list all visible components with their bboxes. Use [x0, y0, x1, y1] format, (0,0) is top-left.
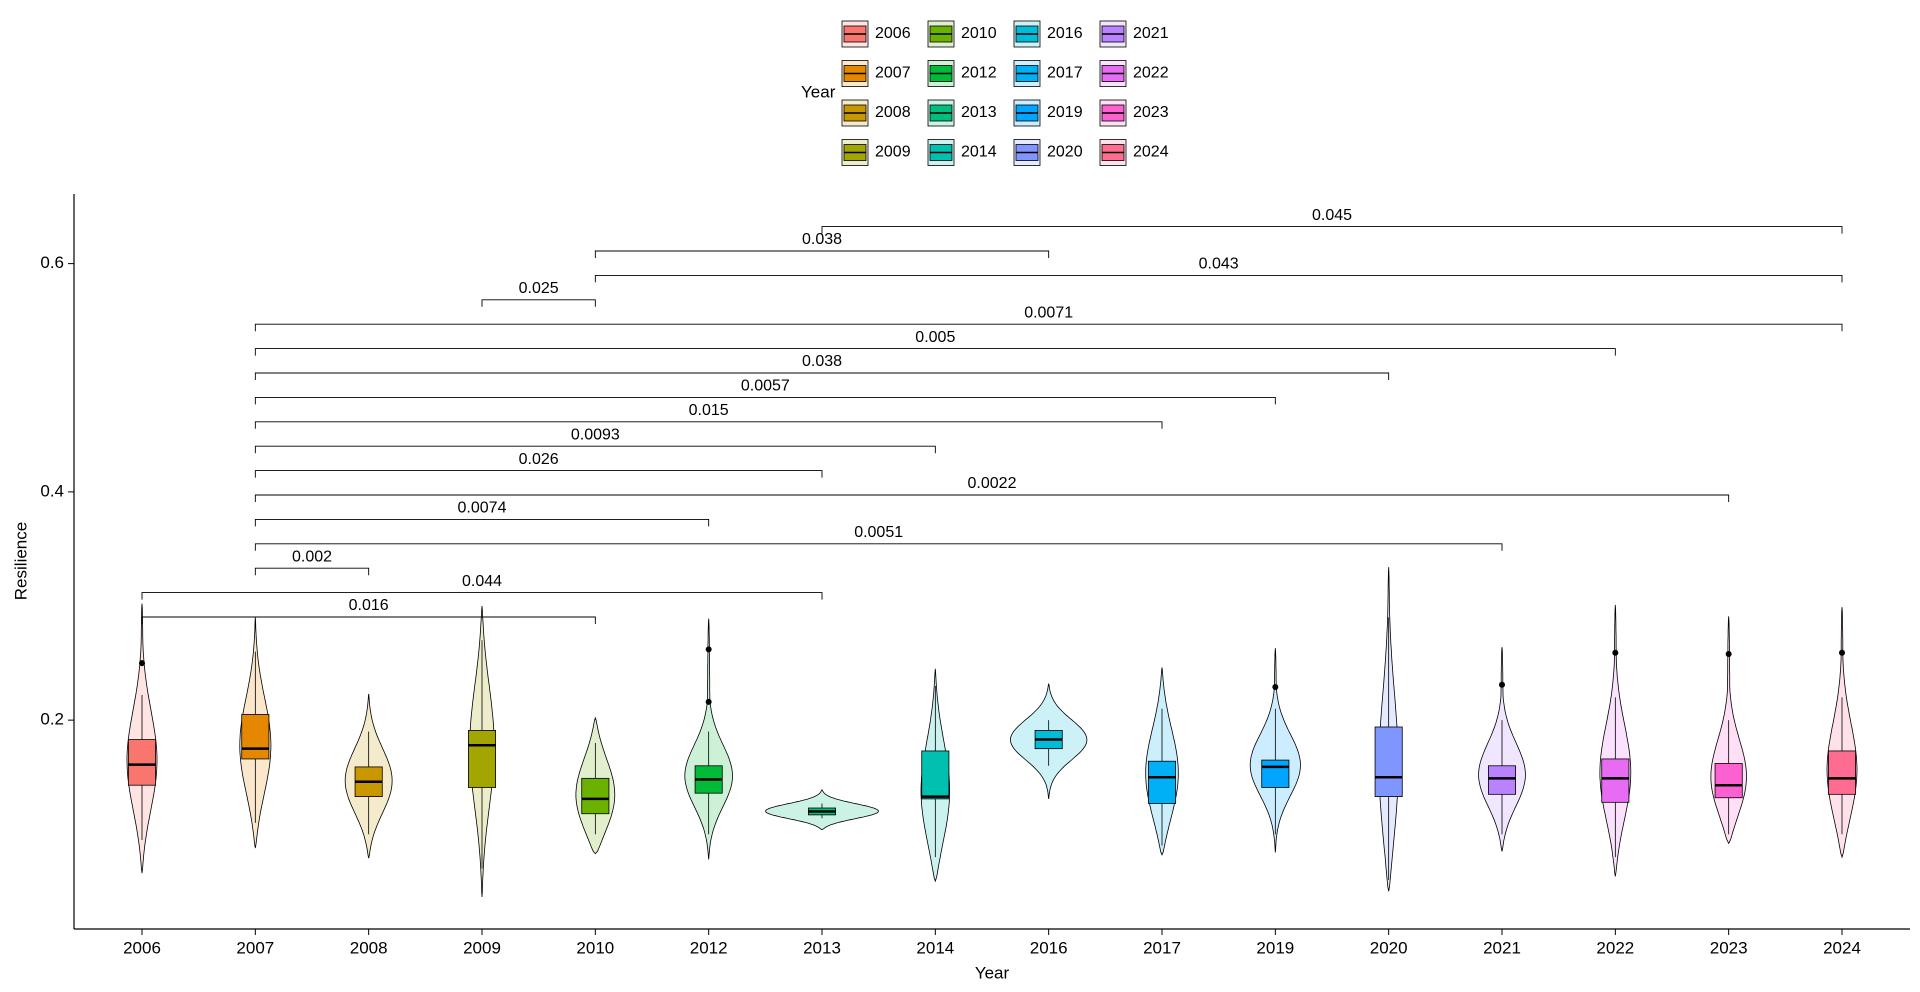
p-value-label: 0.045 [1312, 207, 1352, 224]
legend-label: 2014 [961, 144, 997, 161]
p-value-label: 0.015 [689, 402, 729, 419]
x-tick-label: 2006 [123, 938, 161, 957]
significance-bracket [254, 543, 1503, 551]
box [127, 739, 156, 786]
x-tick-label: 2009 [463, 938, 501, 957]
x-tick-label: 2008 [350, 938, 388, 957]
legend-label: 2022 [1133, 65, 1169, 82]
significance-bracket [141, 616, 596, 624]
p-value-label: 0.043 [1199, 256, 1239, 273]
x-tick-label: 2024 [1823, 938, 1861, 957]
significance-bracket [594, 274, 1843, 283]
outlier [705, 646, 712, 653]
legend-label: 2023 [1133, 104, 1169, 121]
legend-label: 2007 [875, 65, 911, 82]
legend-label: 2016 [1047, 25, 1083, 42]
significance-bracket [254, 396, 1276, 405]
outlier [705, 698, 712, 705]
legend-label: 2013 [961, 104, 997, 121]
significance-bracket [141, 592, 823, 600]
box [1714, 763, 1743, 799]
p-value-label: 0.038 [802, 231, 842, 248]
p-value-label: 0.0057 [741, 378, 790, 395]
legend-label: 2010 [961, 25, 997, 42]
x-tick-label: 2022 [1596, 938, 1634, 957]
x-tick-label: 2020 [1370, 938, 1408, 957]
x-tick-label: 2010 [576, 938, 614, 957]
significance-bracket [594, 250, 1050, 258]
box [1601, 758, 1630, 803]
legend-label: 2012 [961, 65, 997, 82]
legend-title: Year [801, 82, 836, 101]
y-axis-title: Resilience [11, 522, 30, 600]
legend-label: 2024 [1133, 144, 1169, 161]
y-tick-label: 0.2 [40, 710, 64, 729]
p-value-label: 0.038 [802, 353, 842, 370]
legend-label: 2017 [1047, 65, 1083, 82]
p-value-label: 0.002 [292, 548, 332, 565]
legend-label: 2009 [875, 144, 911, 161]
legend-label: 2021 [1133, 25, 1169, 42]
significance-bracket [254, 372, 1390, 380]
box [921, 750, 950, 800]
p-value-label: 0.0074 [458, 500, 507, 517]
x-tick-label: 2016 [1030, 938, 1068, 957]
box [467, 730, 496, 788]
outlier [1612, 649, 1619, 656]
p-value-label: 0.0071 [1024, 304, 1073, 321]
box [1261, 759, 1290, 788]
p-value-label: 0.016 [349, 597, 389, 614]
significance-bracket [254, 348, 1616, 356]
significance-bracket [481, 299, 596, 307]
box [241, 714, 270, 760]
significance-bracket [254, 518, 710, 527]
legend-label: 2006 [875, 25, 911, 42]
p-value-label: 0.044 [462, 573, 502, 590]
x-tick-label: 2017 [1143, 938, 1181, 957]
legend-label: 2019 [1047, 104, 1083, 121]
p-value-label: 0.025 [519, 280, 559, 297]
x-tick-label: 2023 [1710, 938, 1748, 957]
outlier [1499, 681, 1505, 688]
box [1148, 760, 1177, 804]
box [1828, 750, 1857, 795]
box [1488, 765, 1517, 795]
outlier [1272, 684, 1279, 691]
box [581, 777, 610, 815]
x-axis-title: Year [975, 963, 1010, 982]
significance-bracket [254, 323, 1843, 332]
y-tick-label: 0.6 [40, 253, 64, 272]
p-value-label: 0.0093 [571, 426, 620, 443]
significance-bracket [254, 421, 1163, 429]
p-value-label: 0.0022 [968, 475, 1017, 492]
significance-bracket [254, 445, 936, 454]
x-tick-label: 2021 [1483, 938, 1521, 957]
x-tick-label: 2012 [690, 938, 728, 957]
y-tick-label: 0.4 [40, 481, 64, 500]
significance-bracket [254, 494, 1730, 502]
box [1374, 726, 1403, 798]
outlier [1839, 649, 1845, 656]
x-tick-label: 2019 [1256, 938, 1294, 957]
outlier [1725, 650, 1732, 657]
significance-bracket [254, 567, 370, 576]
p-value-label: 0.005 [915, 329, 955, 346]
p-value-label: 0.026 [519, 451, 559, 468]
p-value-label: 0.0051 [854, 524, 903, 541]
x-tick-label: 2007 [236, 938, 274, 957]
legend-label: 2020 [1047, 144, 1083, 161]
outlier [139, 660, 145, 667]
significance-bracket [821, 226, 1843, 234]
x-tick-label: 2013 [803, 938, 841, 957]
legend-label: 2008 [875, 104, 911, 121]
x-tick-label: 2014 [916, 938, 954, 957]
significance-bracket [254, 470, 823, 478]
